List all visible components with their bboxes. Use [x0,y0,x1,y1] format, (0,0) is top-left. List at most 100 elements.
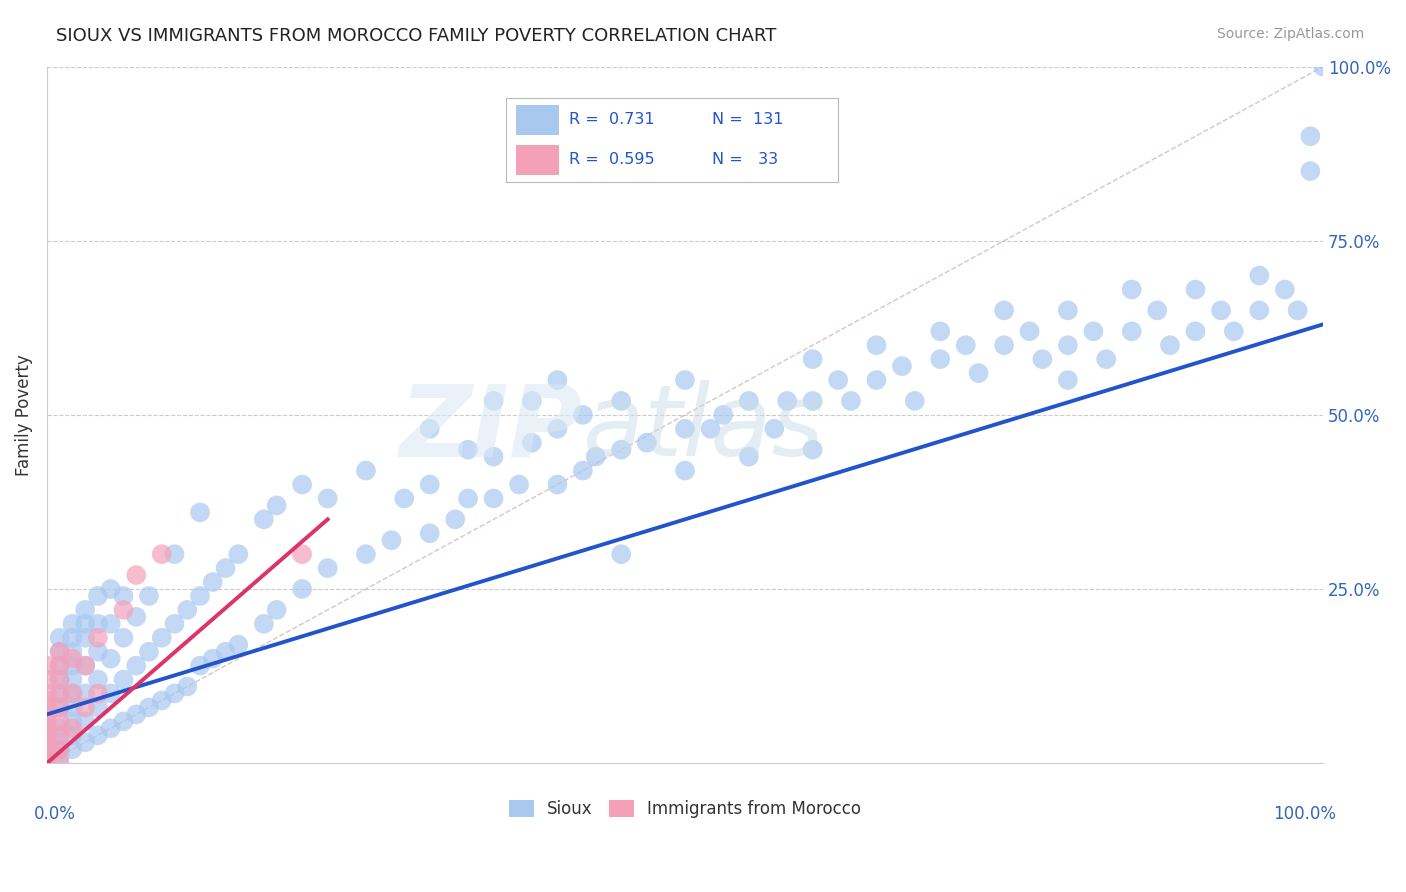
Point [150,547,173,561]
Point [188,505,211,519]
Point [546,373,568,387]
Point [214,561,236,575]
Point [62,686,84,700]
Point [35,658,58,673]
Point [929,352,952,367]
Point [100,616,122,631]
Point [35,735,58,749]
Point [316,561,339,575]
Point [48,714,70,729]
Point [354,547,377,561]
Point [419,526,441,541]
Point [253,512,276,526]
Point [673,464,696,478]
Point [35,693,58,707]
Point [62,714,84,729]
Point [508,477,530,491]
Point [546,477,568,491]
Point [572,408,595,422]
Point [35,673,58,687]
Point [48,686,70,700]
Point [354,464,377,478]
Point [75,735,97,749]
Point [201,575,224,590]
Point [62,651,84,665]
Point [75,658,97,673]
Point [138,589,160,603]
Text: 100.0%: 100.0% [1272,805,1336,823]
Point [35,749,58,764]
Text: ZIP: ZIP [399,380,583,477]
Point [75,700,97,714]
Point [35,707,58,722]
Point [1286,303,1309,318]
Point [572,464,595,478]
Point [546,422,568,436]
Point [394,491,416,506]
Point [1031,352,1053,367]
Point [266,603,288,617]
Point [776,393,799,408]
Point [891,359,914,373]
Point [48,645,70,659]
Point [291,477,314,491]
Point [865,338,887,352]
Point [1209,303,1232,318]
Point [904,393,927,408]
Point [48,673,70,687]
Point [1299,129,1322,144]
Point [75,631,97,645]
Point [125,610,148,624]
Point [75,603,97,617]
Point [967,366,990,380]
Point [87,700,110,714]
Point [48,658,70,673]
Text: 0.0%: 0.0% [34,805,76,823]
Point [35,735,58,749]
Point [35,714,58,729]
Point [100,721,122,735]
Point [150,631,173,645]
Point [125,568,148,582]
Point [801,442,824,457]
Point [1057,373,1080,387]
Point [763,422,786,436]
Point [48,742,70,756]
Point [699,422,721,436]
Point [673,422,696,436]
Point [1018,324,1040,338]
Point [380,533,402,548]
Point [1146,303,1168,318]
Point [62,616,84,631]
Point [48,700,70,714]
Point [75,686,97,700]
Point [1121,324,1143,338]
Point [827,373,849,387]
Point [1159,338,1181,352]
Point [839,393,862,408]
Point [48,631,70,645]
Point [482,450,505,464]
Point [62,645,84,659]
Point [610,393,633,408]
Point [48,749,70,764]
Point [266,499,288,513]
Point [1312,60,1334,74]
Point [87,686,110,700]
Point [35,728,58,742]
Text: atlas: atlas [583,380,824,477]
Point [62,673,84,687]
Point [35,749,58,764]
Point [138,700,160,714]
Point [48,742,70,756]
Point [482,393,505,408]
Point [1299,164,1322,178]
Point [1274,283,1296,297]
Point [150,693,173,707]
Point [801,393,824,408]
Point [48,645,70,659]
Point [929,324,952,338]
Point [163,616,186,631]
Point [87,616,110,631]
Point [228,547,250,561]
